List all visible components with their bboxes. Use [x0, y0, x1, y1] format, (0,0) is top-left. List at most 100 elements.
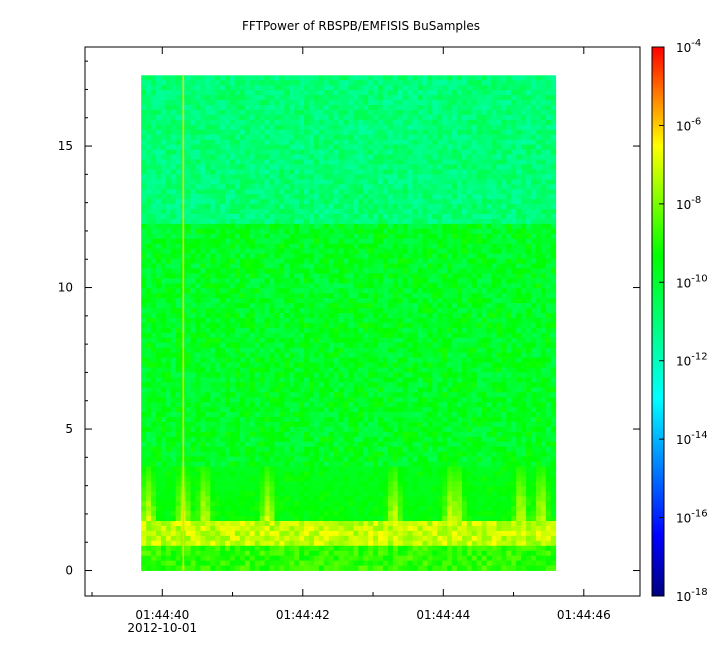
heat-cell — [156, 476, 162, 482]
heat-cell — [264, 75, 270, 81]
heat-cell — [368, 144, 374, 150]
heat-cell — [368, 199, 374, 205]
heat-cell — [215, 426, 221, 433]
heat-cell — [382, 327, 389, 334]
heat-cell — [343, 461, 349, 467]
heat-cell — [348, 288, 354, 294]
heat-cell — [294, 308, 300, 314]
heat-cell — [215, 491, 221, 497]
heat-cell — [156, 218, 162, 225]
heat-cell — [215, 525, 221, 532]
heat-cell — [249, 407, 256, 413]
heat-cell — [195, 174, 201, 180]
heat-cell — [200, 204, 206, 210]
heat-cell — [230, 491, 236, 497]
heat-cell — [151, 342, 157, 349]
heat-cell — [323, 194, 330, 200]
heat-cell — [254, 412, 261, 418]
heat-cell — [308, 560, 315, 566]
heat-cell — [353, 421, 359, 428]
heat-cell — [333, 85, 339, 91]
heat-cell — [234, 213, 241, 220]
heat-cell — [363, 253, 369, 259]
heat-cell — [146, 496, 152, 502]
heat-cell — [333, 144, 339, 150]
heat-cell — [328, 278, 335, 284]
heat-cell — [156, 545, 162, 552]
heat-cell — [259, 530, 265, 537]
heat-cell — [215, 184, 221, 190]
heat-cell — [363, 486, 369, 492]
heat-cell — [382, 129, 389, 136]
heat-cell — [378, 516, 384, 522]
heat-cell — [151, 555, 157, 562]
heat-cell — [160, 327, 167, 334]
heat-cell — [323, 253, 330, 259]
heat-cell — [313, 258, 320, 264]
heat-cell — [239, 332, 246, 339]
heat-cell — [249, 511, 256, 517]
heat-cell — [175, 337, 182, 344]
heat-cell — [318, 417, 325, 423]
heat-cell — [269, 80, 275, 86]
heat-cell — [269, 496, 275, 502]
heat-cell — [328, 560, 335, 566]
heat-cell — [378, 367, 384, 373]
heat-cell — [299, 535, 305, 542]
heat-cell — [200, 298, 206, 304]
heat-cell — [230, 223, 236, 230]
heat-cell — [205, 154, 211, 160]
heat-cell — [225, 521, 231, 527]
heat-cell — [284, 397, 290, 403]
heat-cell — [373, 565, 379, 571]
heat-cell — [274, 243, 280, 250]
heat-cell — [259, 253, 265, 259]
heat-cell — [304, 491, 310, 497]
heat-cell — [254, 124, 261, 131]
heat-cell — [259, 90, 265, 96]
heat-cell — [358, 119, 364, 126]
heat-cell — [215, 496, 221, 502]
heat-cell — [244, 139, 251, 146]
heat-cell — [200, 431, 206, 438]
heat-cell — [151, 392, 157, 398]
heat-cell — [284, 134, 290, 141]
heat-cell — [234, 417, 241, 423]
heat-cell — [269, 238, 275, 245]
heat-cell — [289, 273, 295, 279]
heat-cell — [308, 342, 315, 349]
heat-cell — [313, 238, 320, 245]
heat-cell — [304, 530, 310, 537]
heat-cell — [363, 466, 369, 472]
heat-cell — [200, 313, 206, 319]
heat-cell — [215, 545, 221, 552]
heat-cell — [299, 446, 305, 453]
heat-cell — [254, 308, 261, 314]
heat-cell — [343, 441, 349, 448]
heat-cell — [368, 298, 374, 304]
heat-cell — [382, 85, 389, 91]
heat-cell — [190, 233, 196, 240]
heat-cell — [254, 204, 261, 210]
heat-cell — [368, 362, 374, 368]
heat-cell — [348, 174, 354, 180]
heat-cell — [185, 387, 191, 393]
heat-cell — [234, 347, 241, 354]
heat-cell — [205, 174, 211, 180]
heat-cell — [289, 347, 295, 354]
heat-cell — [190, 322, 196, 329]
heat-cell — [378, 75, 384, 81]
heat-cell — [165, 501, 172, 507]
heat-cell — [338, 273, 344, 279]
heat-cell — [313, 461, 320, 467]
heat-cell — [294, 417, 300, 423]
heat-cell — [343, 481, 349, 487]
heat-cell — [373, 417, 379, 423]
heat-cell — [323, 164, 330, 170]
heat-cell — [363, 100, 369, 106]
heat-cell — [279, 90, 285, 96]
heat-cell — [299, 233, 305, 240]
heat-cell — [156, 530, 162, 537]
heat-cell — [289, 481, 295, 487]
heat-cell — [165, 491, 172, 497]
